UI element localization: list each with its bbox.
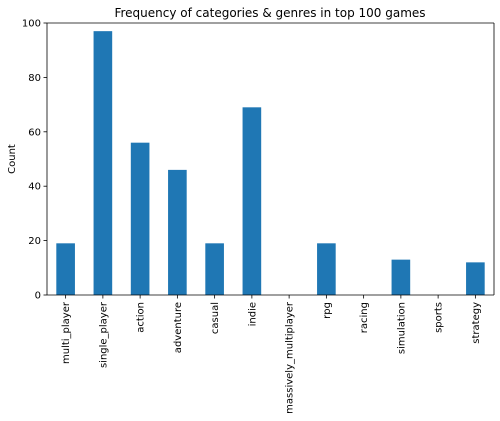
bar-simulation: [391, 259, 411, 295]
bar-indie: [242, 107, 262, 295]
bar-rpg: [317, 243, 336, 295]
x-tick-label-multi_player: multi_player: [61, 301, 72, 364]
bar-single_player: [93, 31, 113, 295]
x-tick-label-strategy: strategy: [471, 302, 482, 344]
bar-strategy: [466, 262, 485, 295]
plot-area: 0 20 40 60 80 100 multi_player single_player act…: [22, 19, 495, 414]
x-tick-label-casual: casual: [210, 302, 221, 334]
x-tick-label-indie: indie: [247, 302, 258, 326]
y-tick-label-40: 40: [28, 182, 41, 193]
x-tick-label-racing: racing: [359, 302, 370, 333]
bar-multi_player: [56, 243, 75, 295]
y-tick-label-0: 0: [35, 291, 41, 302]
x-tick-label-adventure: adventure: [173, 302, 184, 353]
x-tick-label-sports: sports: [434, 302, 445, 333]
chart-title: Frequency of categories & genres in top …: [114, 6, 425, 20]
x-tick-label-single_player: single_player: [98, 301, 109, 368]
x-tick-label-action: action: [136, 302, 147, 333]
bar-casual: [205, 243, 224, 295]
x-tick-label-simulation: simulation: [396, 302, 407, 354]
y-tick-label-20: 20: [28, 236, 41, 247]
bar-action: [130, 142, 150, 295]
x-tick-label-massively_multiplayer: massively_multiplayer: [285, 301, 296, 414]
y-tick-label-80: 80: [28, 73, 41, 84]
y-tick-label-100: 100: [22, 19, 41, 30]
bar-adventure: [168, 169, 187, 295]
x-tick-label-rpg: rpg: [322, 302, 333, 319]
y-axis-label: Count: [7, 144, 18, 174]
y-tick-label-60: 60: [28, 127, 41, 138]
